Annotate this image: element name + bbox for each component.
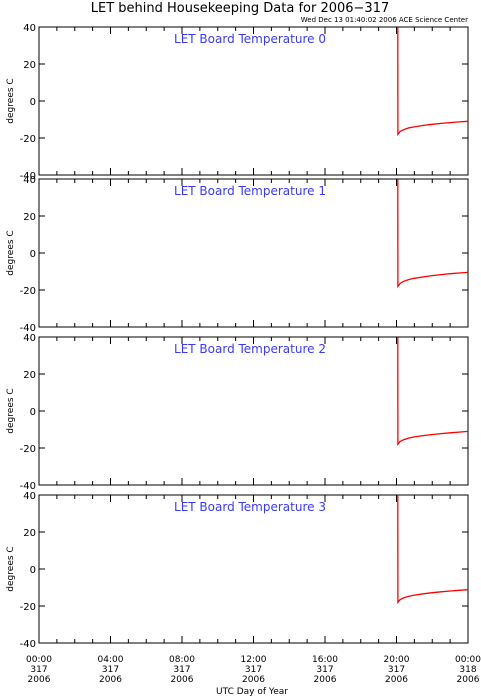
y-tick-label-0: -20 [20, 134, 36, 145]
y-tick-label-3: 20 [23, 528, 36, 539]
y-tick-label-2: 20 [23, 370, 36, 381]
series-line-1-0 [397, 178, 469, 289]
x-tick-label: 20:00 [384, 655, 410, 665]
y-tick-label-1: 40 [23, 175, 36, 186]
panel-frame-3 [38, 494, 469, 644]
y-axis-label-2: degrees C [6, 388, 16, 433]
x-tick-label: 317 [173, 665, 190, 675]
x-tick-label: 317 [316, 665, 333, 675]
y-tick-label-1: -40 [20, 323, 36, 334]
y-tick-label-0: 0 [30, 97, 36, 108]
series-line-0-0 [397, 26, 469, 137]
series-line-3-0 [397, 494, 469, 605]
panel-frame-1 [38, 178, 469, 328]
y-tick-label-2: 40 [23, 333, 36, 344]
y-axis-label-1: degrees C [6, 230, 16, 275]
x-tick-label: 317 [245, 665, 262, 675]
x-tick-label: 317 [102, 665, 119, 675]
x-tick-label: 317 [30, 665, 47, 675]
y-tick-label-3: 40 [23, 491, 36, 502]
x-tick-label: 2006 [99, 675, 122, 685]
panels: -40 -20 0 20 40 degrees C LET Board Temperatur… [6, 23, 481, 685]
figure-title: LET behind Housekeeping Data for 2006−31… [91, 1, 390, 16]
x-tick-label: 00:00 [26, 655, 52, 665]
y-tick-label-0: 40 [23, 23, 36, 34]
y-tick-label-3: -20 [20, 602, 36, 613]
figure-subtitle: Wed Dec 13 01:40:02 2006 ACE Science Cen… [301, 16, 468, 24]
panel-frame-0 [38, 26, 469, 176]
x-tick-label: 318 [459, 665, 476, 675]
y-tick-label-1: 20 [23, 212, 36, 223]
panel-title-0: LET Board Temperature 0 [174, 32, 326, 46]
y-tick-label-3: 0 [30, 565, 36, 576]
y-tick-label-0: -40 [20, 171, 36, 182]
x-tick-label: 2006 [242, 675, 265, 685]
series-line-2-0 [397, 336, 469, 447]
y-tick-label-1: 0 [30, 249, 36, 260]
x-tick-label: 2006 [28, 675, 51, 685]
y-axis-label-0: degrees C [6, 78, 16, 123]
panel-frame-2 [38, 336, 469, 486]
x-tick-label: 2006 [314, 675, 337, 685]
x-tick-label: 04:00 [98, 655, 124, 665]
y-axis-label-3: degrees C [6, 546, 16, 591]
y-tick-label-2: 0 [30, 407, 36, 418]
y-tick-label-1: -20 [20, 286, 36, 297]
x-tick-label: 2006 [457, 675, 480, 685]
y-tick-label-2: -40 [20, 481, 36, 492]
x-tick-label: 2006 [171, 675, 194, 685]
panel-title-1: LET Board Temperature 1 [174, 184, 326, 198]
x-tick-label: 08:00 [169, 655, 195, 665]
y-tick-label-2: -20 [20, 444, 36, 455]
y-tick-label-3: -40 [20, 639, 36, 650]
x-tick-label: 00:00 [455, 655, 481, 665]
x-tick-label: 2006 [385, 675, 408, 685]
x-tick-label: 12:00 [241, 655, 267, 665]
panel-title-2: LET Board Temperature 2 [174, 342, 326, 356]
x-tick-label: 317 [388, 665, 405, 675]
x-tick-label: 16:00 [312, 655, 338, 665]
panel-title-3: LET Board Temperature 3 [174, 500, 326, 514]
y-tick-label-0: 20 [23, 60, 36, 71]
x-axis-label: UTC Day of Year [216, 687, 288, 697]
